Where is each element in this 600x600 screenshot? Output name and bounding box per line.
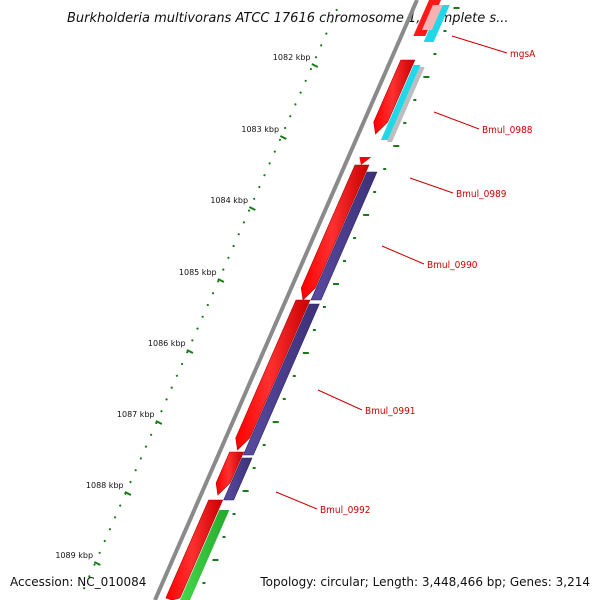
scale-dot xyxy=(268,162,271,165)
scale-dot xyxy=(258,185,261,189)
gene-leader-line xyxy=(381,245,425,265)
kbp-label: 1086 kbp xyxy=(148,339,186,348)
cds-blue-0991 xyxy=(223,457,253,501)
cds-red-head-0989 xyxy=(359,157,372,165)
scale-dot xyxy=(160,410,163,413)
kbp-tick xyxy=(279,135,287,140)
scale-dot xyxy=(227,256,230,259)
scale-dot xyxy=(284,126,287,130)
scale-dot xyxy=(93,563,96,566)
feature-gray-0988 xyxy=(386,67,425,142)
kbp-tick xyxy=(124,491,132,496)
scale-dot xyxy=(325,32,328,35)
gene-label-layer: mgsA Bmul_0988 Bmul_0989 Bmul_0990 Bmul_0991… xyxy=(275,35,536,516)
kbp-tick xyxy=(311,63,319,68)
scale-dot xyxy=(294,103,297,106)
gene-leader-line xyxy=(275,491,318,510)
gene-label: Bmul_0989 xyxy=(456,189,507,200)
scale-dot xyxy=(119,504,122,507)
scale-dot xyxy=(134,469,137,472)
kbp-tick xyxy=(186,349,194,354)
scale-dot xyxy=(170,386,173,389)
scale-dot xyxy=(196,327,199,330)
kbp-label: 1084 kbp xyxy=(210,196,248,205)
kbp-label: 1083 kbp xyxy=(241,125,279,134)
gene-label: Bmul_0990 xyxy=(427,260,478,271)
scale-dot xyxy=(150,433,153,436)
scale-dot xyxy=(175,374,179,377)
cds-red-0989 xyxy=(300,164,370,301)
scale-dot xyxy=(144,445,148,448)
feature-cyan-0988 xyxy=(380,65,421,140)
cds-red-0988 xyxy=(373,59,416,135)
map-title: Burkholderia multivorans ATCC 17616 chro… xyxy=(67,11,509,26)
kbp-tick xyxy=(155,420,163,425)
scale-dot xyxy=(108,528,112,531)
scale-dot xyxy=(98,551,101,554)
scale-dot xyxy=(247,209,251,212)
scale-dot xyxy=(113,516,117,519)
scale-dot xyxy=(320,44,323,47)
scale-dot xyxy=(206,303,209,307)
cds-red-0990 xyxy=(235,299,311,451)
scale-dot xyxy=(88,575,91,578)
feature-layer xyxy=(165,0,450,600)
gene-label: mgsA xyxy=(510,49,536,60)
accession-text: Accession: NC_010084 xyxy=(10,575,147,589)
scale-dot xyxy=(253,197,256,200)
cds-red-0991 xyxy=(215,451,245,496)
scale-dot xyxy=(299,91,302,94)
cds-blue-0989 xyxy=(310,171,378,301)
gene-leader-line xyxy=(451,35,508,54)
kbp-label: 1088 kbp xyxy=(86,481,124,490)
kbp-label: 1089 kbp xyxy=(55,551,93,560)
gene-leader-line xyxy=(409,177,454,194)
scale-dot xyxy=(242,221,245,224)
scale-dot xyxy=(103,539,106,543)
scale-dot xyxy=(304,79,307,82)
gene-label: Bmul_0992 xyxy=(320,505,371,516)
scale-dot xyxy=(232,244,235,248)
backbone-layer xyxy=(153,0,419,600)
kbp-label: 1085 kbp xyxy=(179,268,217,277)
scale-dot xyxy=(139,457,142,460)
kbp-label: 1082 kbp xyxy=(273,53,311,62)
genome-stats-text: Topology: circular; Length: 3,448,466 bp… xyxy=(260,575,590,589)
scale-dot xyxy=(217,280,220,283)
scale-dot xyxy=(165,398,168,401)
scale-dot xyxy=(211,292,215,295)
scale-dot xyxy=(180,362,184,366)
scale-dot xyxy=(278,138,282,141)
kbp-tick xyxy=(248,206,256,211)
scale-dot xyxy=(309,67,312,71)
scale-dot xyxy=(314,56,318,59)
kbp-tick xyxy=(93,561,101,566)
feature-green-0992 xyxy=(180,510,230,600)
feature-pink-mgsA xyxy=(421,5,443,30)
gene-label: Bmul_0991 xyxy=(365,406,416,417)
cds-red-0992 xyxy=(165,499,224,600)
scale-dot xyxy=(335,8,338,12)
scale-dot xyxy=(191,339,194,342)
kbp-tick xyxy=(217,278,225,283)
scale-dot xyxy=(83,587,86,590)
feature-cyan-mgsA xyxy=(423,5,450,42)
kbp-label: 1087 kbp xyxy=(117,410,155,419)
scale-dot xyxy=(129,480,132,484)
gene-label: Bmul_0988 xyxy=(482,125,533,136)
scale-layer: 1082 kbp 1083 kbp 1084 kbp 1085 kbp 1086 kbp… xyxy=(55,7,460,590)
gene-leader-line xyxy=(317,389,363,411)
scale-dot xyxy=(237,233,240,236)
scale-dot xyxy=(186,351,189,354)
backbone-line xyxy=(153,0,419,600)
cds-blue-0990 xyxy=(242,303,320,456)
scale-dot xyxy=(289,115,292,118)
scale-dot xyxy=(222,268,225,271)
gene-leader-line xyxy=(433,111,480,130)
scale-dot xyxy=(263,174,266,177)
scale-dot xyxy=(330,20,333,23)
scale-dot xyxy=(273,150,276,153)
scale-dot xyxy=(201,315,204,318)
